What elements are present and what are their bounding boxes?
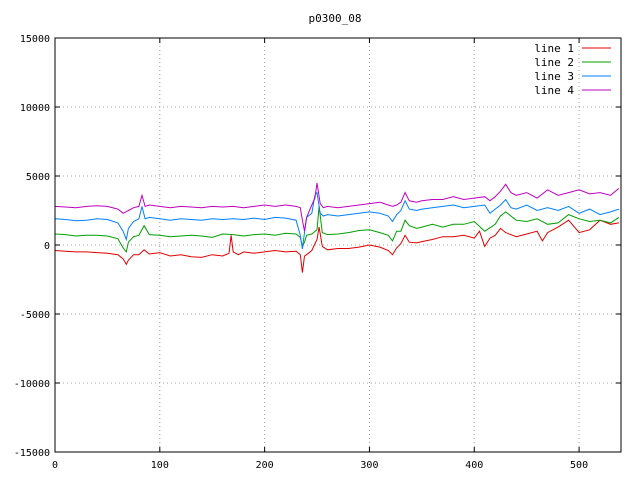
chart-title: p0300_08 [309,12,362,25]
y-tick-label: -15000 [14,448,50,459]
x-tick-label: 200 [256,460,274,471]
y-tick-label: 0 [44,241,50,252]
y-tick-label: -10000 [14,379,50,390]
legend-label-4: line 4 [534,84,574,97]
x-tick-label: 100 [151,460,169,471]
series-line-1 [54,219,619,273]
series-line-2 [54,206,620,254]
grid [55,38,621,452]
x-tick-label: 300 [360,460,378,471]
y-tick-label: 10000 [20,103,50,114]
legend-label-3: line 3 [534,70,574,83]
series-line-3 [54,191,620,250]
y-tick-label: -5000 [20,310,50,321]
axis-ticks: 0 100 200 300 400 500 -15000 -10000 -5000 0 5000 10… [14,34,621,471]
x-tick-label: 500 [570,460,588,471]
y-tick-label: 15000 [20,34,50,45]
series-line-4 [54,182,620,232]
legend-label-2: line 2 [534,56,574,69]
x-tick-label: 0 [52,460,58,471]
y-tick-label: 5000 [26,172,50,183]
series-layer [54,182,620,273]
legend-label-1: line 1 [534,42,574,55]
x-tick-label: 400 [465,460,483,471]
